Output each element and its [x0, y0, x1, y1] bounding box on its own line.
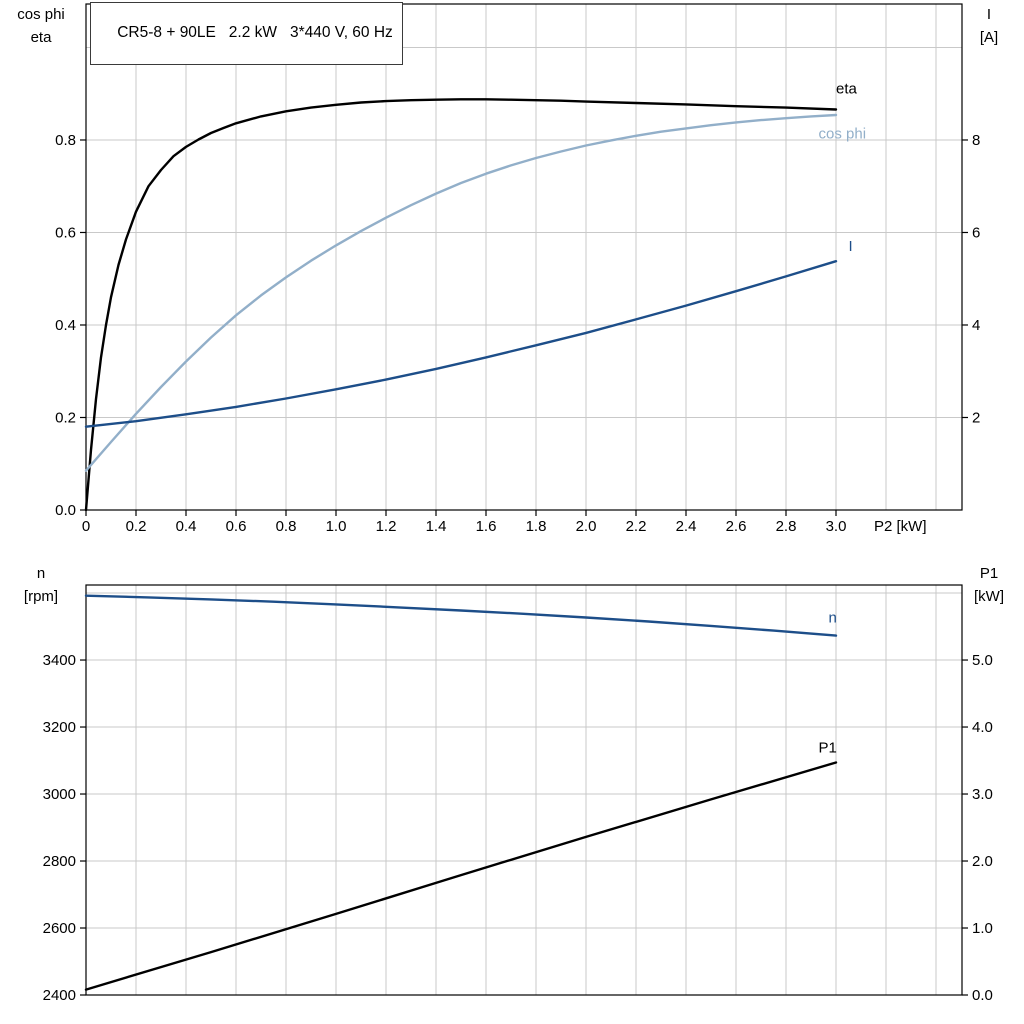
left-axis-title: cos phi: [17, 6, 65, 23]
left-tick-label: 0.0: [55, 502, 76, 519]
x-axis-title: P2 [kW]: [874, 518, 927, 535]
plot-frame: [85, 3, 963, 511]
right-axis-title: [kW]: [974, 588, 1004, 605]
series-p1-label: P1: [819, 739, 837, 756]
x-tick-label: 1.2: [376, 518, 397, 535]
x-tick-label: 1.6: [476, 518, 497, 535]
lower-chart: 2400 2600 2800 3000 3200 3400 0.0 1.0 2.0 3.0 4.0 5…: [0, 555, 1024, 1024]
series-n-curve: [84, 594, 838, 637]
left-tick-label: 0.4: [55, 317, 76, 334]
x-tick-label: 2.6: [726, 518, 747, 535]
chart-svg-0: 0.0 0.2 0.4 0.6 0.8 2 4 6 8 0 0.2 0.4 0.6 0.8 1.0 1.2 1.…: [17, 3, 998, 535]
left-axis-title: [rpm]: [24, 588, 58, 605]
right-tick-label: 3.0: [972, 786, 993, 803]
x-tick-label: 2.8: [776, 518, 797, 535]
x-tick-label: 3.0: [826, 518, 847, 535]
series-cos-phi-curve: [84, 113, 838, 472]
chart-title: CR5-8 + 90LE 2.2 kW 3*440 V, 60 Hz: [117, 24, 393, 41]
left-tick-label: 3200: [43, 719, 76, 736]
x-tick-label: 2.0: [576, 518, 597, 535]
right-tick-label: 2: [972, 409, 980, 426]
right-axis-title: [A]: [980, 29, 998, 46]
right-tick-label: 8: [972, 132, 980, 149]
right-axis-title: I: [987, 6, 991, 23]
left-tick-label: 3400: [43, 652, 76, 669]
series-eta-curve: [84, 98, 838, 512]
x-tick-label: 2.2: [626, 518, 647, 535]
right-axis-title: P1: [980, 565, 998, 582]
series-n-label: n: [829, 610, 837, 627]
right-tick-label: 6: [972, 224, 980, 241]
x-tick-label: 2.4: [676, 518, 697, 535]
left-tick-label: 2600: [43, 920, 76, 937]
x-tick-label: 1.8: [526, 518, 547, 535]
right-tick-label: 2.0: [972, 853, 993, 870]
left-tick-label: 0.2: [55, 409, 76, 426]
x-tick-label: 0: [82, 518, 90, 535]
right-tick-label: 4: [972, 317, 980, 334]
right-tick-label: 5.0: [972, 652, 993, 669]
left-tick-label: 0.8: [55, 132, 76, 149]
left-tick-label: 0.6: [55, 224, 76, 241]
left-axis-title: eta: [31, 29, 53, 46]
series-i-curve: [84, 260, 838, 428]
left-axis-title: n: [37, 565, 45, 582]
x-tick-label: 1.4: [426, 518, 447, 535]
right-tick-label: 0.0: [972, 987, 993, 1004]
series-p1-curve: [84, 761, 838, 991]
x-tick-label: 0.8: [276, 518, 297, 535]
series-i-label: I: [849, 238, 853, 255]
series-eta-label: eta: [836, 81, 858, 98]
left-tick-label: 3000: [43, 786, 76, 803]
upper-chart: 0.0 0.2 0.4 0.6 0.8 2 4 6 8 0 0.2 0.4 0.6 0.8 1.0 1.2 1.…: [17, 3, 998, 535]
x-tick-label: 0.2: [126, 518, 147, 535]
chart-title-box: CR5-8 + 90LE 2.2 kW 3*440 V, 60 Hz: [90, 2, 403, 65]
left-tick-label: 2400: [43, 987, 76, 1004]
series-cos-phi-label: cos phi: [819, 126, 867, 143]
left-tick-label: 2800: [43, 853, 76, 870]
right-tick-label: 4.0: [972, 719, 993, 736]
x-tick-label: 0.4: [176, 518, 197, 535]
x-tick-label: 1.0: [326, 518, 347, 535]
chart-svg-1: 2400 2600 2800 3000 3200 3400 0.0 1.0 2.0 3.0 4.0 5…: [24, 565, 1004, 1004]
x-tick-label: 0.6: [226, 518, 247, 535]
plot-frame: [85, 584, 963, 996]
right-tick-label: 1.0: [972, 920, 993, 937]
